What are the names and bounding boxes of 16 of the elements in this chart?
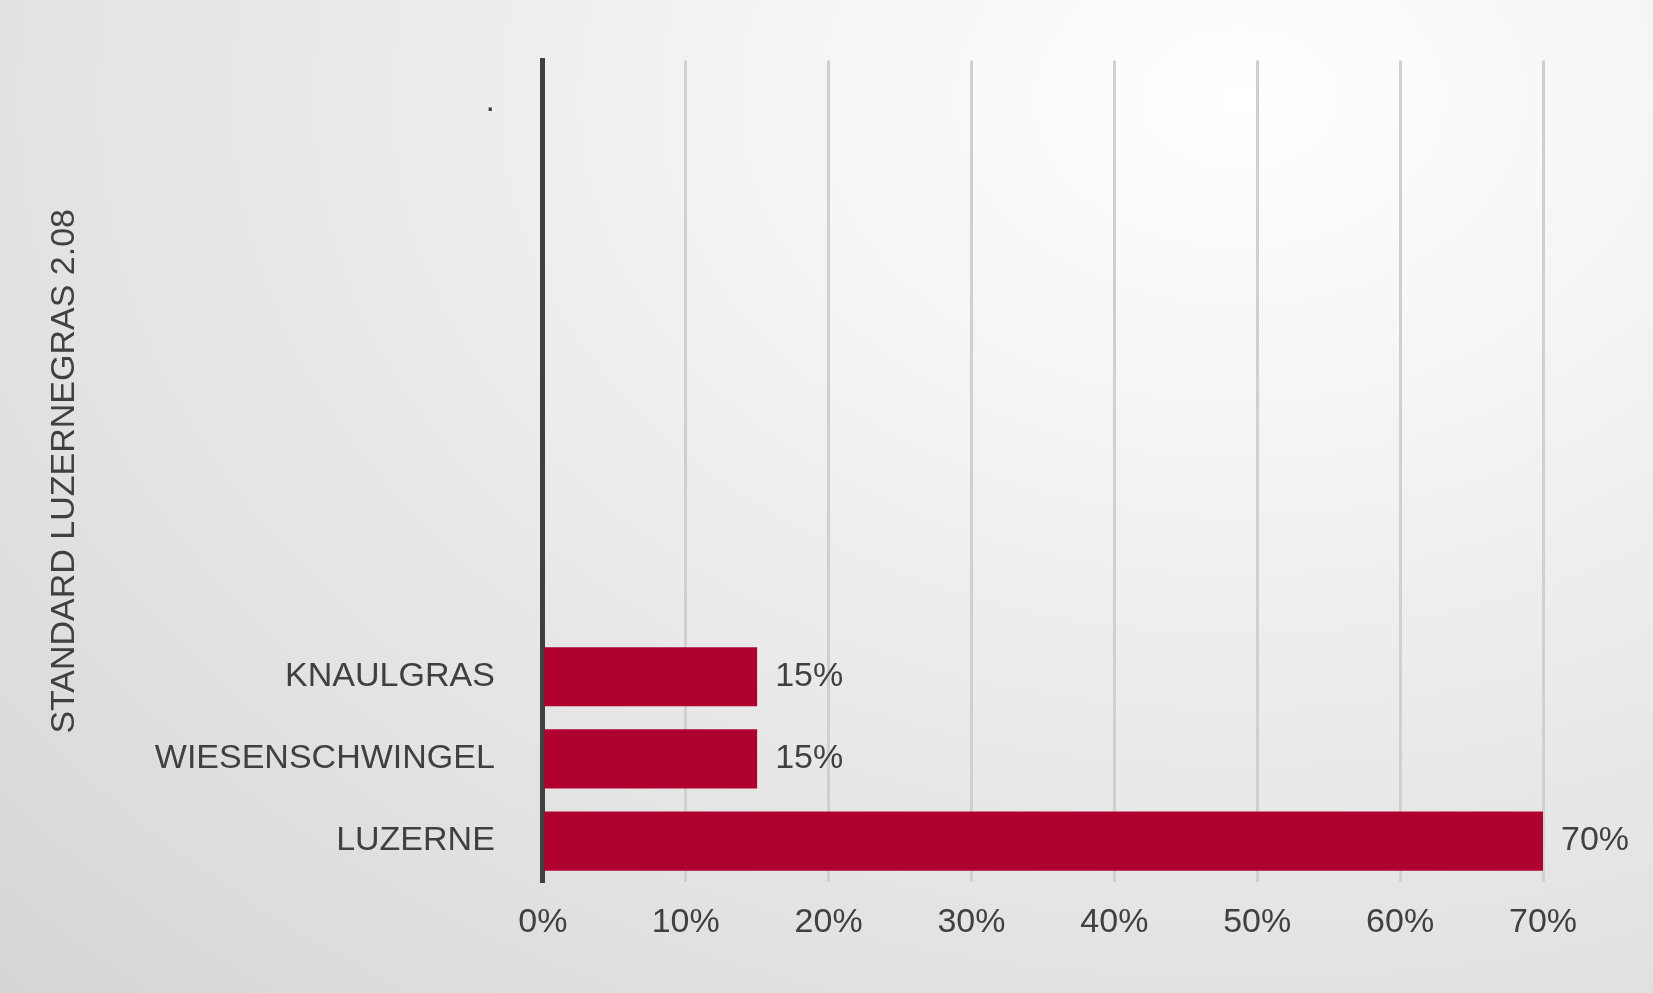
x-tick-label: 40% bbox=[1080, 900, 1149, 939]
x-tick-label: 10% bbox=[651, 900, 720, 939]
y-axis-title: STANDARD LUZERNEGRAS 2.08 bbox=[42, 209, 81, 734]
y-tick-label: . bbox=[485, 79, 495, 118]
y-tick-label: KNAULGRAS bbox=[285, 655, 495, 694]
x-tick-label: 70% bbox=[1508, 900, 1578, 939]
data-label: 15% bbox=[775, 655, 844, 694]
y-tick-label: LUZERNE bbox=[336, 819, 495, 858]
x-tick-label: 50% bbox=[1223, 900, 1292, 939]
x-tick-label: 30% bbox=[937, 900, 1006, 939]
data-label: 15% bbox=[775, 737, 844, 776]
x-tick-label: 20% bbox=[794, 900, 863, 939]
x-tick-label: 0% bbox=[518, 900, 568, 939]
data-label: 70% bbox=[1561, 819, 1630, 858]
y-tick-label: WIESENSCHWINGEL bbox=[154, 737, 495, 776]
x-tick-label: 60% bbox=[1366, 900, 1435, 939]
